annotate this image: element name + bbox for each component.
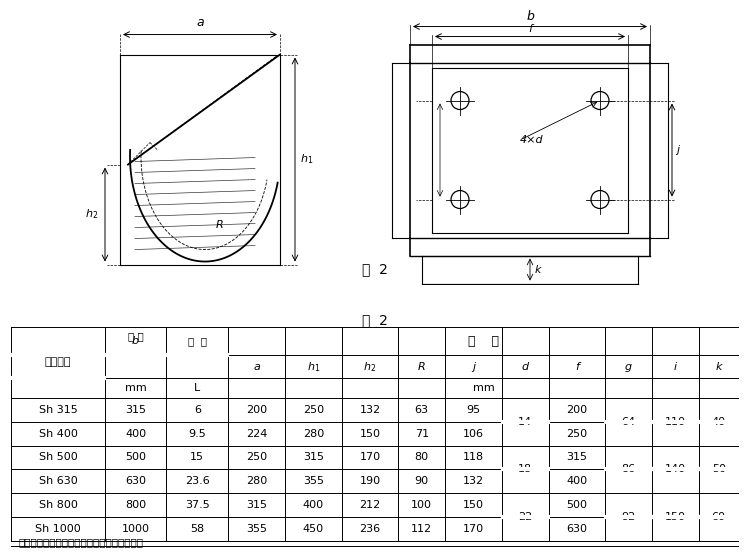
Text: b: b (526, 10, 534, 22)
Text: 6: 6 (194, 405, 201, 415)
Text: Sh 630: Sh 630 (38, 476, 77, 486)
Text: 40: 40 (712, 416, 726, 427)
Text: a: a (253, 362, 260, 372)
Text: 95: 95 (466, 405, 481, 415)
Text: Sh 315: Sh 315 (38, 405, 77, 415)
Text: 132: 132 (359, 405, 380, 415)
Text: 400: 400 (303, 500, 324, 510)
Text: 500: 500 (566, 500, 587, 510)
Text: 212: 212 (359, 500, 380, 510)
Text: 图  2: 图 2 (362, 263, 388, 277)
Text: 315: 315 (303, 452, 324, 462)
Text: 400: 400 (125, 429, 146, 439)
Text: 50: 50 (712, 465, 726, 475)
Text: d: d (521, 362, 529, 372)
Text: 315: 315 (125, 405, 146, 415)
Text: 280: 280 (246, 476, 267, 486)
Text: Sh 500: Sh 500 (38, 452, 77, 462)
Text: g: g (625, 362, 632, 372)
Text: i: i (674, 362, 677, 372)
Text: 15: 15 (190, 452, 204, 462)
Text: 86: 86 (622, 465, 636, 475)
Text: 150: 150 (359, 429, 380, 439)
Text: 92: 92 (622, 512, 636, 522)
Text: 315: 315 (566, 452, 587, 462)
Text: k: k (535, 264, 542, 274)
Text: 尺    寸: 尺 寸 (468, 334, 499, 348)
Text: 118: 118 (463, 452, 484, 462)
Text: mm: mm (472, 383, 494, 393)
Text: 500: 500 (125, 452, 146, 462)
Text: 106: 106 (463, 429, 484, 439)
Text: 63: 63 (415, 405, 429, 415)
Text: 22: 22 (518, 512, 532, 522)
Text: 110: 110 (664, 416, 686, 427)
Text: 200: 200 (246, 405, 267, 415)
Text: $h_1$: $h_1$ (300, 153, 313, 167)
Text: $h_2$: $h_2$ (364, 360, 376, 373)
Text: R: R (418, 362, 425, 372)
Text: 注：斗容为计算斗容，按图示阴影部分计算。: 注：斗容为计算斗容，按图示阴影部分计算。 (19, 537, 143, 547)
Text: $h_1$: $h_1$ (307, 360, 320, 373)
Text: mm: mm (124, 383, 146, 393)
Text: 170: 170 (463, 524, 484, 534)
Text: j: j (676, 145, 680, 155)
Text: 料斗型号: 料斗型号 (45, 357, 71, 367)
Text: 4×d: 4×d (520, 135, 544, 145)
Text: 355: 355 (246, 524, 267, 534)
Text: 23.6: 23.6 (185, 476, 210, 486)
Text: 60: 60 (712, 512, 726, 522)
Text: 14: 14 (518, 416, 532, 427)
Text: 630: 630 (566, 524, 587, 534)
Text: 355: 355 (303, 476, 324, 486)
Text: 112: 112 (411, 524, 432, 534)
Text: Sh 800: Sh 800 (38, 500, 77, 510)
Text: Sh 1000: Sh 1000 (35, 524, 81, 534)
Text: R: R (216, 220, 223, 230)
Text: 132: 132 (463, 476, 484, 486)
Text: 斗  容: 斗 容 (188, 336, 207, 346)
Text: a: a (196, 16, 204, 29)
Text: j: j (472, 362, 475, 372)
Text: 190: 190 (359, 476, 380, 486)
Text: 250: 250 (303, 405, 324, 415)
Text: 170: 170 (359, 452, 380, 462)
Text: 37.5: 37.5 (185, 500, 210, 510)
Text: 100: 100 (411, 500, 432, 510)
Text: 80: 80 (415, 452, 429, 462)
Text: 280: 280 (303, 429, 324, 439)
Text: 斗 宽: 斗 宽 (128, 331, 143, 342)
Text: 224: 224 (246, 429, 267, 439)
Text: 1000: 1000 (122, 524, 149, 534)
Text: $h_2$: $h_2$ (85, 207, 98, 221)
Text: 250: 250 (566, 429, 587, 439)
Text: 58: 58 (190, 524, 204, 534)
Text: 18: 18 (518, 465, 532, 475)
Text: 140: 140 (664, 465, 686, 475)
Text: f: f (528, 23, 532, 34)
Text: L: L (194, 383, 200, 393)
Text: 9.5: 9.5 (188, 429, 206, 439)
Text: Sh 400: Sh 400 (38, 429, 77, 439)
Text: 315: 315 (246, 500, 267, 510)
Text: 800: 800 (125, 500, 146, 510)
Text: 250: 250 (246, 452, 267, 462)
Text: 630: 630 (125, 476, 146, 486)
Text: 64: 64 (622, 416, 636, 427)
Text: 71: 71 (415, 429, 429, 439)
Text: 90: 90 (415, 476, 429, 486)
Text: b: b (132, 335, 139, 345)
Text: f: f (575, 362, 579, 372)
Text: 400: 400 (566, 476, 587, 486)
Text: 表  2: 表 2 (362, 314, 388, 328)
Text: 236: 236 (359, 524, 380, 534)
Text: 200: 200 (566, 405, 587, 415)
Text: 150: 150 (664, 512, 686, 522)
Text: k: k (716, 362, 722, 372)
Text: 150: 150 (463, 500, 484, 510)
Text: 450: 450 (303, 524, 324, 534)
